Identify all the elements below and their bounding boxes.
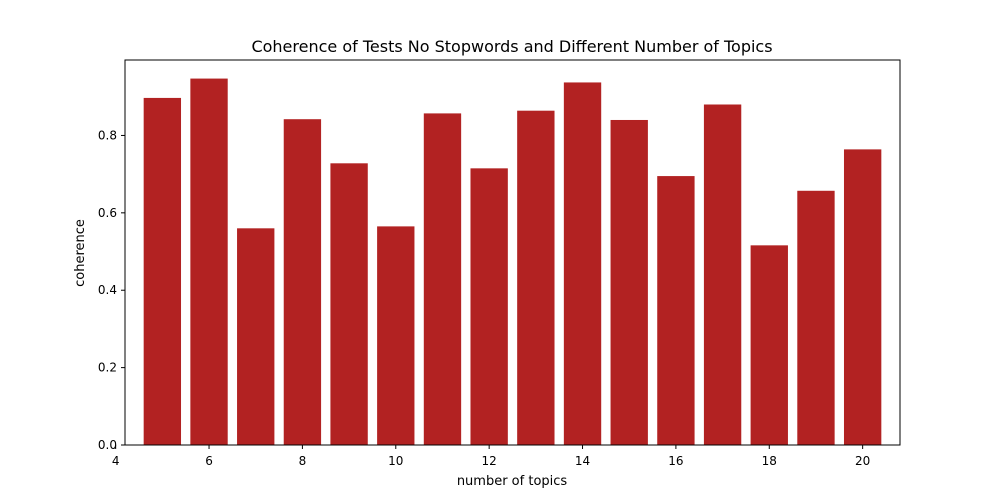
- plot-area-frame: [124, 59, 901, 446]
- bar-12: [470, 168, 508, 445]
- x-tick-label: 6: [205, 454, 213, 468]
- bar-7: [237, 228, 275, 445]
- x-tick-label: 4: [112, 454, 120, 468]
- bar-17: [703, 104, 742, 445]
- y-tick-label: 0.6: [98, 206, 117, 220]
- x-tick-label: 10: [388, 454, 403, 468]
- bar-13: [517, 110, 555, 445]
- y-axis-ticks: 0.0 0.2 0.4 0.6 0.8: [98, 128, 125, 452]
- y-tick-label: 0.4: [98, 283, 117, 297]
- x-tick-label: 8: [299, 454, 307, 468]
- y-tick-label: 0.8: [98, 128, 117, 142]
- bar-9: [330, 163, 368, 445]
- bar-6: [190, 78, 228, 445]
- bar-10: [377, 226, 415, 445]
- x-tick-label: 14: [575, 454, 590, 468]
- y-tick-label: 0.0: [98, 438, 117, 452]
- bar-19: [797, 190, 835, 445]
- chart-title: Coherence of Tests No Stopwords and Diff…: [251, 37, 772, 56]
- x-axis-ticks: 4 6 8 10 12 14 16 18 20: [112, 445, 870, 468]
- x-axis-label: number of topics: [457, 474, 568, 489]
- y-axis-label: coherence: [73, 219, 88, 287]
- bar-group: [143, 78, 882, 446]
- x-tick-label: 16: [668, 454, 683, 468]
- bar-14: [563, 82, 602, 446]
- bar-5: [143, 97, 182, 445]
- bar-20: [843, 149, 882, 446]
- bar-11: [423, 113, 462, 446]
- y-tick-label: 0.2: [98, 361, 117, 375]
- x-tick-label: 18: [762, 454, 777, 468]
- x-tick-label: 12: [482, 454, 497, 468]
- bar-18: [750, 245, 788, 445]
- x-tick-label: 20: [855, 454, 870, 468]
- bar-16: [657, 176, 695, 446]
- bar-15: [610, 119, 648, 445]
- bar-8: [283, 119, 322, 446]
